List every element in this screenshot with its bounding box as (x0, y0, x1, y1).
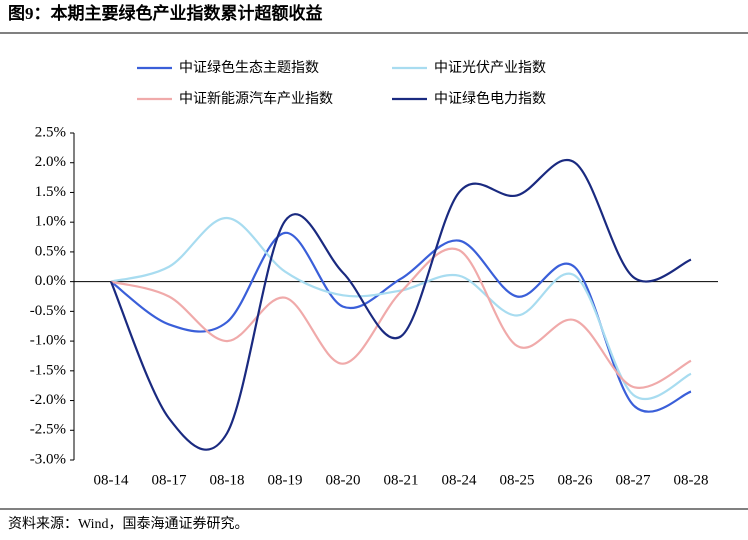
y-tick-label: 2.0% (35, 154, 66, 170)
x-tick-label: 08-19 (268, 472, 303, 488)
x-tick-label: 08-21 (384, 472, 419, 488)
x-tick-label: 08-28 (674, 472, 709, 488)
y-tick-label: -1.5% (30, 362, 66, 378)
series-line (110, 216, 692, 401)
x-tick-label: 08-25 (500, 472, 535, 488)
y-tick-label: 0.0% (35, 273, 66, 289)
x-tick-label: 08-24 (442, 472, 477, 488)
x-tick-label: 08-18 (210, 472, 245, 488)
x-tick-label: 08-26 (558, 472, 593, 488)
x-tick-label: 08-20 (326, 472, 361, 488)
series-line (110, 247, 692, 389)
y-tick-label: -2.5% (30, 422, 66, 438)
source-note: 资料来源：Wind，国泰海通证券研究。 (8, 516, 249, 532)
y-tick-label: -1.0% (30, 333, 66, 349)
y-tick-label: -3.0% (30, 451, 66, 467)
y-tick-label: 1.0% (35, 214, 66, 230)
y-tick-label: -2.0% (30, 392, 66, 408)
y-tick-label: 0.5% (35, 243, 66, 259)
y-tick-label: 1.5% (35, 184, 66, 200)
legend-label: 中证光伏产业指数 (434, 60, 546, 76)
x-tick-label: 08-17 (152, 472, 187, 488)
legend-label: 中证绿色生态主题指数 (179, 59, 319, 76)
series-line (109, 159, 692, 451)
legend-label: 中证绿色电力指数 (434, 90, 546, 107)
x-tick-label: 08-14 (94, 472, 129, 488)
chart-title: 图9：本期主要绿色产业指数累计超额收益 (8, 3, 323, 23)
y-tick-label: -0.5% (30, 303, 66, 319)
x-tick-label: 08-27 (616, 472, 651, 488)
y-tick-label: 2.5% (35, 124, 66, 140)
legend-label: 中证新能源汽车产业指数 (179, 90, 333, 107)
